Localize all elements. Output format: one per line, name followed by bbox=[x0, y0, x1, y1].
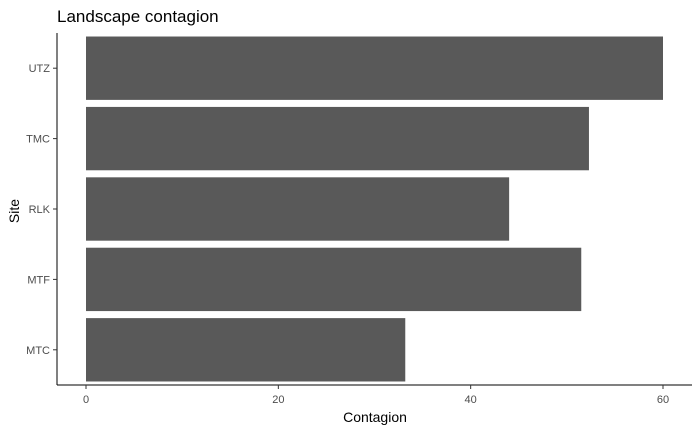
bar-mtf bbox=[86, 247, 582, 312]
y-tick-label: RLK bbox=[29, 204, 51, 216]
x-tick-label: 60 bbox=[657, 394, 669, 406]
y-tick-label: MTF bbox=[27, 274, 50, 286]
bars-group bbox=[86, 36, 663, 382]
y-axis-ticks: MTC MTF RLK TMC UTZ bbox=[26, 63, 57, 357]
bar-rlk bbox=[86, 177, 510, 241]
x-axis-title: Contagion bbox=[343, 409, 407, 425]
bar-mtc bbox=[86, 318, 406, 382]
x-tick-label: 0 bbox=[83, 394, 89, 406]
y-tick-label: UTZ bbox=[29, 63, 51, 75]
x-tick-label: 40 bbox=[465, 394, 477, 406]
bar-utz bbox=[86, 36, 663, 100]
x-tick-label: 20 bbox=[272, 394, 284, 406]
bar-tmc bbox=[86, 106, 589, 171]
y-axis-title: Site bbox=[6, 199, 22, 223]
x-axis-ticks: 0 20 40 60 bbox=[83, 385, 669, 406]
y-tick-label: MTC bbox=[26, 345, 50, 357]
y-tick-label: TMC bbox=[26, 134, 50, 146]
chart-title: Landscape contagion bbox=[57, 7, 219, 26]
